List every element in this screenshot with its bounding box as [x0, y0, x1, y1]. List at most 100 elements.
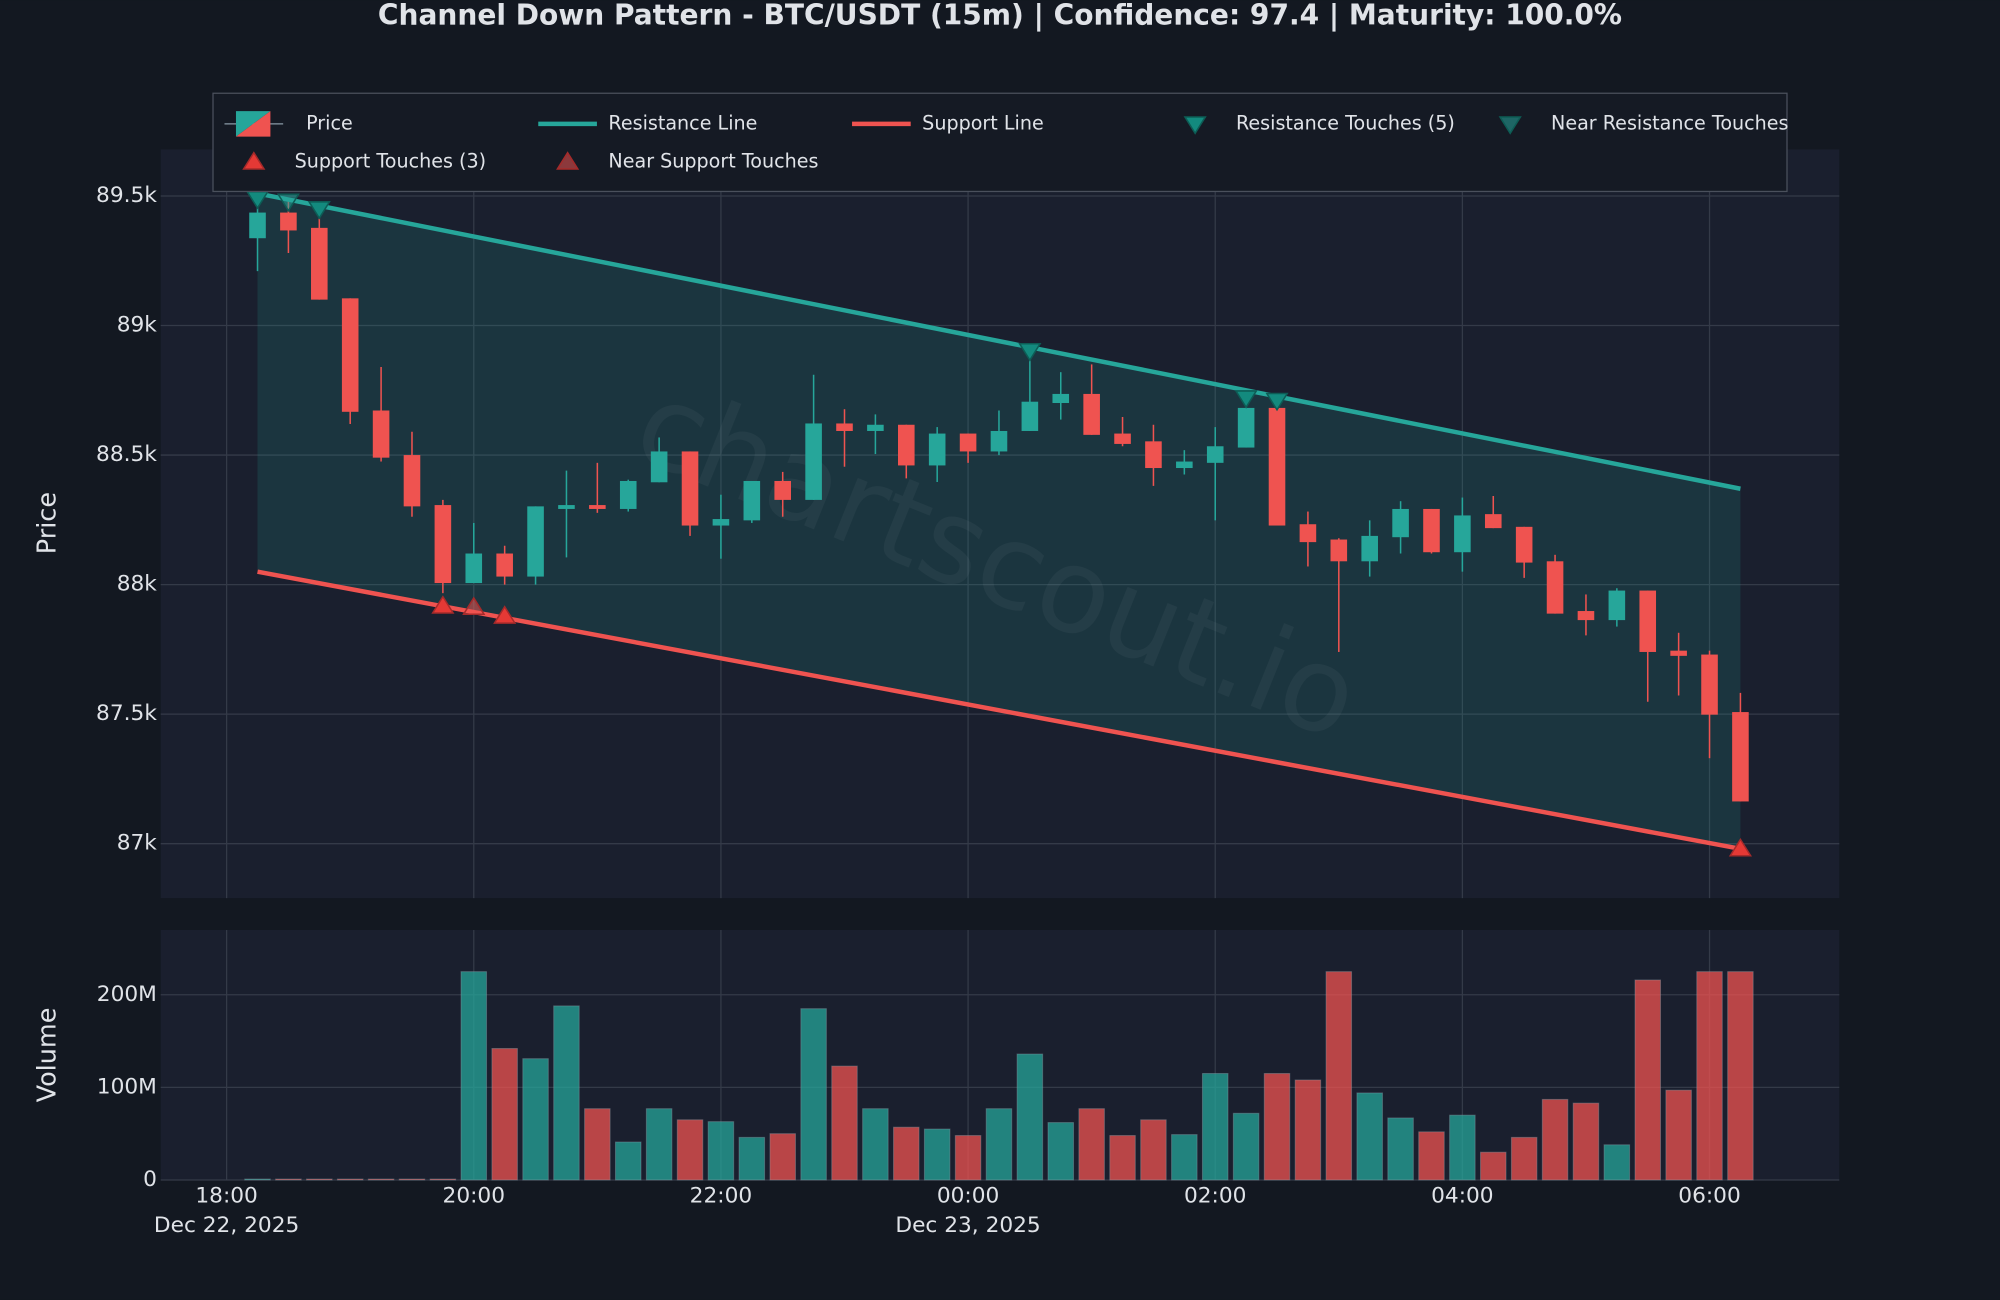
volume-bar: [1387, 1117, 1414, 1181]
volume-bar: [336, 1178, 364, 1181]
candle-body: [1176, 461, 1193, 469]
volume-bar: [707, 1121, 735, 1181]
candle-body: [928, 433, 946, 466]
volume-bar: [1294, 1079, 1322, 1181]
y-tick-label: 88k: [117, 572, 158, 597]
channel: [257, 193, 1741, 849]
volume-bar: [429, 1178, 457, 1181]
legend-swatch: [1498, 116, 1522, 135]
volume-bar: [491, 1047, 518, 1181]
volume-bar: [1140, 1119, 1167, 1181]
candle-body: [712, 519, 730, 526]
volume-bar: [800, 1008, 827, 1181]
y-tick-label: 200M: [97, 982, 157, 1007]
candle-body: [434, 505, 452, 584]
candle-body: [341, 298, 359, 412]
legend-swatch: [242, 151, 266, 170]
volume-bar: [923, 1128, 951, 1181]
y-tick-label: 0: [143, 1167, 157, 1192]
candle-body: [465, 553, 483, 584]
y-axis-label: Volume: [32, 1008, 62, 1103]
volume-bar: [862, 1108, 889, 1181]
touch-marker: [1728, 837, 1753, 857]
x-tick-label: 00:00: [937, 1184, 999, 1209]
candle-body: [1361, 535, 1378, 562]
candle-body: [311, 227, 328, 300]
volume-bar: [553, 1005, 580, 1181]
volume-bar: [1171, 1134, 1198, 1181]
touch-marker: [1018, 343, 1042, 362]
volume-bar: [1696, 971, 1723, 1181]
volume-bar: [275, 1178, 302, 1181]
grid: [160, 149, 1840, 1181]
candle-body: [1515, 526, 1533, 563]
volume-bar: [1541, 1098, 1569, 1181]
volume-bar: [522, 1058, 549, 1181]
candle-body: [280, 212, 297, 231]
touch-marker: [431, 595, 455, 614]
volume-bar: [1109, 1135, 1136, 1181]
candle-body: [1732, 712, 1749, 802]
y-axis-label: Price: [32, 492, 62, 554]
legend-swatch: [235, 111, 271, 137]
candle-body: [990, 430, 1008, 452]
y-tick-label: 89k: [117, 313, 158, 338]
volume-bar: [954, 1135, 982, 1181]
candle-body: [249, 212, 266, 239]
legend-label: Resistance Touches (5): [1236, 111, 1455, 134]
volume-bar: [985, 1108, 1013, 1181]
volume-bar: [893, 1126, 920, 1181]
volume-bar: [1263, 1072, 1291, 1181]
candle-body: [836, 423, 853, 431]
candle-body: [1145, 441, 1162, 469]
y-tick-label: 88.5k: [96, 442, 157, 467]
candle-body: [1083, 393, 1100, 435]
x-tick-label: 20:00: [443, 1184, 505, 1209]
volume-bar: [1232, 1112, 1260, 1181]
legend-label: Support Touches (3): [295, 150, 486, 173]
volume-bar: [1047, 1122, 1075, 1181]
x-tick-label: 18:00: [195, 1184, 257, 1209]
volume-bar: [1201, 1072, 1229, 1181]
trend-line: [257, 191, 1741, 491]
candle-body: [1299, 524, 1317, 543]
volume-bar: [244, 1178, 271, 1181]
volume-bar: [1356, 1092, 1383, 1181]
volume-bar: [1078, 1108, 1105, 1181]
legend: Price Resistance Line Support Line Resistan…: [212, 92, 1789, 193]
volume-bar: [1480, 1151, 1507, 1181]
legend-label: Resistance Line: [608, 111, 757, 134]
y-tick-label: 100M: [97, 1074, 157, 1099]
candle-body: [1423, 508, 1440, 553]
candle-body: [959, 433, 977, 452]
candle-body: [1268, 407, 1286, 526]
candle-body: [1608, 590, 1626, 621]
y-tick-label: 89.5k: [96, 183, 157, 208]
legend-swatch: [556, 151, 580, 170]
volume-bar: [1449, 1114, 1476, 1181]
candle-body: [743, 480, 761, 521]
volume-bar: [1572, 1102, 1600, 1181]
volume-bar: [738, 1136, 766, 1181]
x-date-label: Dec 22, 2025: [154, 1213, 299, 1238]
candle-body: [403, 455, 421, 507]
candle-body: [1670, 650, 1687, 656]
legend-label: Support Line: [922, 111, 1044, 134]
candle-body: [619, 480, 637, 509]
candle-body: [1052, 393, 1070, 403]
legend-swatch: [1183, 116, 1207, 135]
marks: [244, 190, 1754, 1181]
y-tick-label: 87.5k: [96, 701, 157, 726]
candle-body: [805, 423, 822, 500]
candle-body: [527, 506, 544, 577]
candle-body: [1484, 514, 1502, 529]
volume-bar: [1016, 1053, 1044, 1181]
candle-body: [372, 410, 390, 458]
volume-bar: [460, 971, 488, 1181]
volume-bar: [398, 1178, 426, 1181]
channel-fill: [257, 193, 1741, 849]
candle-body: [681, 451, 699, 526]
touch-marker: [276, 193, 300, 213]
candle-body: [867, 424, 884, 431]
